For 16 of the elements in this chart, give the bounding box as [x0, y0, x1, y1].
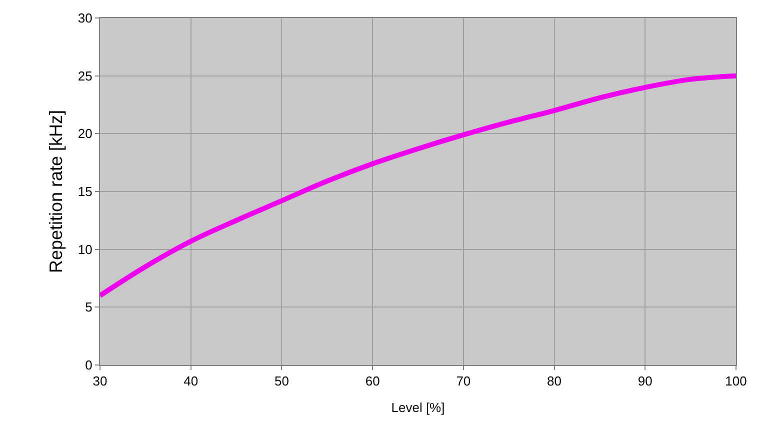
y-tick-label: 25: [78, 68, 92, 84]
x-tick-label: 40: [184, 374, 198, 389]
x-axis-title: Level [%]: [391, 400, 445, 416]
x-tick-label: 50: [274, 374, 289, 389]
y-tick-label: 0: [85, 358, 92, 373]
y-tick-label: 10: [78, 242, 92, 257]
y-tick-label: 15: [78, 184, 92, 200]
y-tick-label: 5: [85, 300, 92, 315]
x-tick-label: 70: [456, 374, 471, 389]
y-tick-label: 20: [78, 126, 92, 142]
x-tick-label: 60: [365, 374, 380, 389]
y-tick-label: 30: [78, 10, 92, 26]
x-tick-label: 80: [547, 374, 562, 389]
y-axis-title: Repetition rate [kHz]: [46, 110, 66, 274]
x-tick-label: 90: [638, 374, 652, 389]
x-tick-label: 100: [725, 374, 747, 389]
